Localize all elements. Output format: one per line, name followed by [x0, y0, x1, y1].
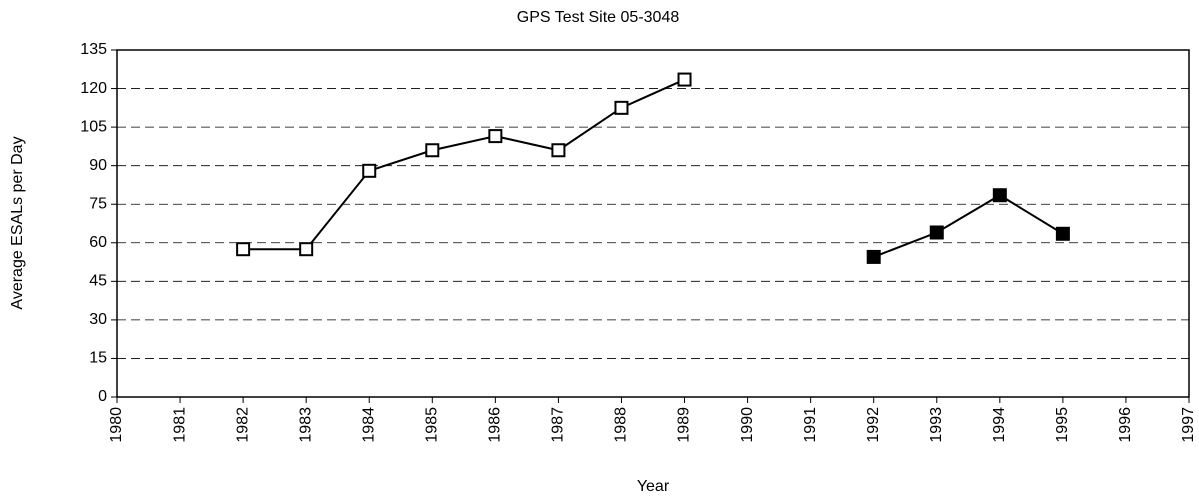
x-tick-label: 1991: [802, 407, 819, 443]
y-tick-label: 135: [80, 41, 107, 58]
y-tick-label: 60: [89, 234, 107, 251]
y-tick-label: 45: [89, 273, 107, 290]
x-tick-label: 1987: [550, 407, 567, 443]
marker: [551, 143, 566, 158]
y-tick-label: 0: [98, 388, 107, 405]
marker: [929, 225, 944, 240]
y-tick-label: 15: [89, 350, 107, 367]
marker: [992, 188, 1007, 203]
marker: [362, 163, 377, 178]
x-tick-label: 1982: [234, 407, 251, 443]
x-tick-label: 1981: [171, 407, 188, 443]
y-tick-label: 75: [89, 195, 107, 212]
x-tick-label: 1994: [991, 407, 1008, 443]
y-tick-label: 30: [89, 311, 107, 328]
x-tick-label: 1980: [108, 407, 125, 443]
marker: [614, 100, 629, 115]
y-tick-label: 120: [80, 80, 107, 97]
marker: [236, 242, 251, 257]
x-tick-label: 1992: [865, 407, 882, 443]
x-tick-label: 1986: [487, 407, 504, 443]
marker: [1055, 226, 1070, 241]
x-axis-label: Year: [637, 478, 670, 495]
marker: [866, 249, 881, 264]
x-tick-label: 1988: [613, 407, 630, 443]
series-line: [873, 194, 1064, 258]
x-tick-label: 1995: [1054, 407, 1071, 443]
marker: [488, 129, 503, 144]
x-tick-label: 1996: [1117, 407, 1134, 443]
x-tick-label: 1993: [928, 407, 945, 443]
x-tick-label: 1989: [676, 407, 693, 443]
plot-area: [116, 49, 1190, 398]
marker: [425, 143, 440, 158]
marker: [677, 72, 692, 87]
x-tick-label: 1983: [297, 407, 314, 443]
y-tick-label: 90: [89, 157, 107, 174]
series-line: [243, 78, 685, 251]
chart-title: GPS Test Site 05-3048: [517, 9, 680, 26]
marker: [299, 242, 314, 257]
x-tick-label: 1985: [424, 407, 441, 443]
y-tick-label: 105: [80, 118, 107, 135]
x-tick-label: 1984: [360, 407, 377, 443]
y-axis-label: Average ESALs per Day: [9, 136, 26, 309]
x-tick-label: 1997: [1180, 407, 1197, 443]
x-tick-label: 1990: [739, 407, 756, 443]
